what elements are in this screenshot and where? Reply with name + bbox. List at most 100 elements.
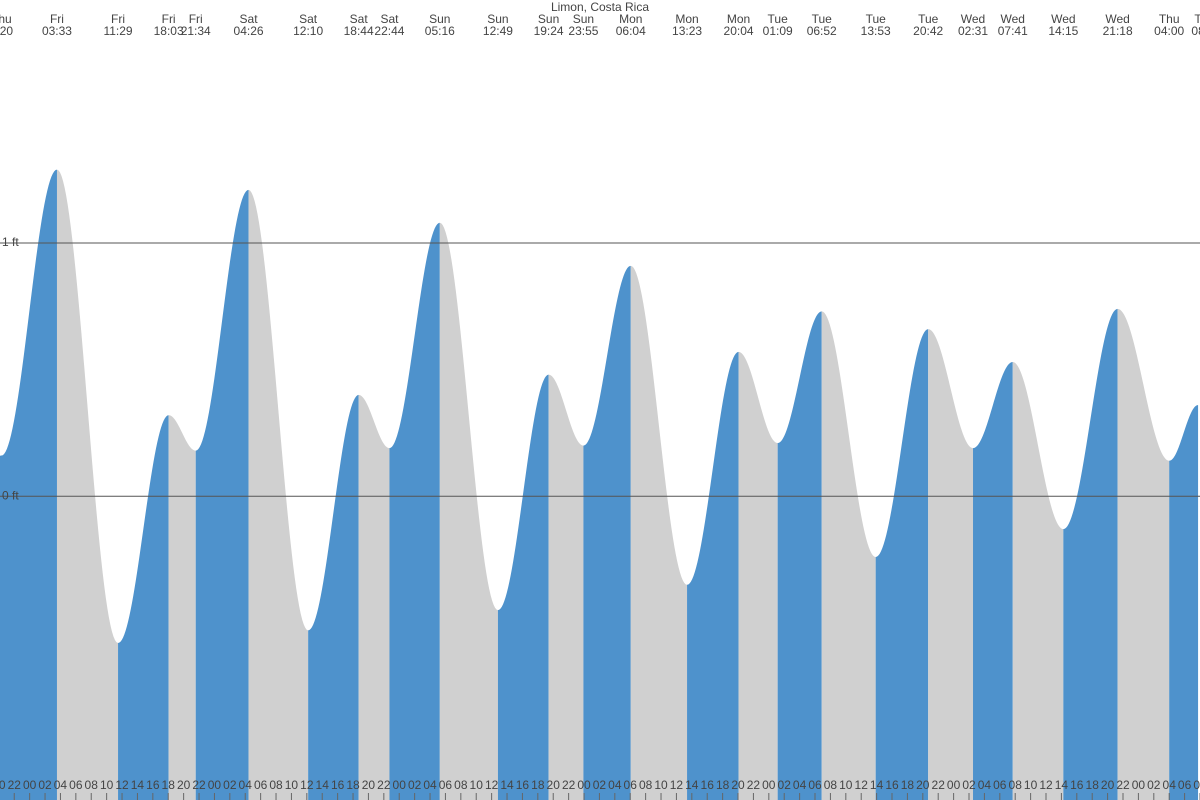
x-tick-label: 08	[454, 778, 468, 792]
tide-segment	[875, 329, 929, 800]
tide-segment	[439, 222, 498, 800]
x-tick-label: 10	[285, 778, 299, 792]
tide-segment	[821, 311, 876, 800]
x-tick-label: 06	[254, 778, 268, 792]
extreme-time: 07:41	[998, 24, 1028, 38]
extreme-day: Sat	[240, 12, 259, 26]
y-tick-label: 0 ft	[2, 488, 19, 502]
x-tick-label: 06	[808, 778, 822, 792]
tide-segment	[1169, 405, 1199, 800]
tide-segment	[630, 265, 688, 800]
extreme-day: Tue	[812, 12, 833, 26]
x-tick-label: 20	[362, 778, 376, 792]
x-tick-label: 16	[701, 778, 715, 792]
x-tick-label: 06	[69, 778, 83, 792]
x-tick-label: 22	[562, 778, 576, 792]
x-tick-label: 02	[1147, 778, 1161, 792]
extreme-time: 02:31	[958, 24, 988, 38]
tide-segment	[389, 222, 440, 800]
extreme-day: Tue	[866, 12, 887, 26]
extreme-day: Sun	[487, 12, 508, 26]
x-tick-label: 14	[1055, 778, 1069, 792]
extreme-time: 0:20	[0, 24, 13, 38]
extreme-day: Mon	[727, 12, 750, 26]
extreme-time: 21:34	[181, 24, 211, 38]
x-tick-label: 22	[192, 778, 206, 792]
tide-segment	[777, 311, 822, 800]
tide-segment	[248, 189, 309, 800]
extreme-time: 18:44	[344, 24, 374, 38]
x-tick-label: 20	[1101, 778, 1115, 792]
x-tick-label: 06	[993, 778, 1007, 792]
x-tick-label: 00	[208, 778, 222, 792]
x-tick-label: 16	[146, 778, 160, 792]
y-tick-label: 1 ft	[2, 235, 19, 249]
tide-segment	[1063, 308, 1118, 800]
extreme-time: 13:53	[861, 24, 891, 38]
x-tick-label: 14	[685, 778, 699, 792]
extreme-time: 19:24	[534, 24, 564, 38]
x-tick-label: 04	[1163, 778, 1177, 792]
extreme-time: 04:26	[234, 24, 264, 38]
x-tick-label: 20	[731, 778, 745, 792]
extreme-day: Sun	[573, 12, 594, 26]
x-tick-label: 22	[747, 778, 761, 792]
extreme-time: 14:15	[1048, 24, 1078, 38]
x-tick-label: 14	[316, 778, 330, 792]
tide-segment	[195, 189, 249, 800]
x-tick-label: 02	[593, 778, 607, 792]
tide-segment	[928, 329, 974, 800]
x-tick-label: 08	[85, 778, 99, 792]
x-tick-label: 22	[377, 778, 391, 792]
extreme-time: 06:52	[807, 24, 837, 38]
extreme-time: 20:04	[724, 24, 754, 38]
x-tick-label: 16	[1070, 778, 1084, 792]
extreme-day: Thu	[0, 12, 12, 26]
extreme-time: 21:18	[1103, 24, 1133, 38]
x-tick-label: 14	[500, 778, 514, 792]
x-tick-label: 18	[346, 778, 360, 792]
extreme-time: 03:33	[42, 24, 72, 38]
x-tick-label: 20	[177, 778, 191, 792]
extreme-day: T	[1194, 12, 1200, 26]
extreme-time: 18:03	[154, 24, 184, 38]
tide-segment	[118, 415, 169, 800]
x-tick-label: 08	[824, 778, 838, 792]
x-tick-label: 04	[239, 778, 253, 792]
tide-areas	[0, 169, 1199, 800]
extreme-time: 11:29	[103, 24, 132, 38]
extreme-time: 20:42	[913, 24, 943, 38]
x-tick-label: 18	[162, 778, 176, 792]
extreme-time: 04:00	[1154, 24, 1184, 38]
tide-segment	[973, 362, 1013, 800]
extreme-day: Tue	[918, 12, 939, 26]
x-tick-label: 02	[778, 778, 792, 792]
x-tick-label: 12	[485, 778, 499, 792]
extreme-time: 22:44	[374, 24, 404, 38]
extreme-day: Thu	[1159, 12, 1180, 26]
extreme-day: Wed	[1001, 12, 1025, 26]
x-tick-label: 04	[54, 778, 68, 792]
tide-segment	[0, 169, 57, 800]
extreme-day: Tue	[768, 12, 789, 26]
extreme-day: Wed	[1051, 12, 1075, 26]
extreme-time: 23:55	[568, 24, 598, 38]
x-tick-label: 20	[547, 778, 561, 792]
x-tick-label: 02	[223, 778, 237, 792]
x-tick-label: 00	[1132, 778, 1146, 792]
x-tick-label: 04	[423, 778, 437, 792]
extreme-day: Fri	[111, 12, 125, 26]
tide-segment	[1117, 308, 1170, 800]
x-tick-label: 08	[639, 778, 653, 792]
x-tick-label: 12	[670, 778, 684, 792]
x-tick-label: 12	[855, 778, 869, 792]
tide-segment	[687, 351, 739, 800]
extreme-day: Sat	[380, 12, 399, 26]
extreme-day: Sat	[299, 12, 318, 26]
extreme-day: Fri	[189, 12, 203, 26]
extreme-time: 12:10	[293, 24, 323, 38]
tide-segment	[548, 374, 584, 800]
x-tick-label: 04	[978, 778, 992, 792]
x-tick-label: 22	[1116, 778, 1130, 792]
x-tick-label: 00	[947, 778, 961, 792]
